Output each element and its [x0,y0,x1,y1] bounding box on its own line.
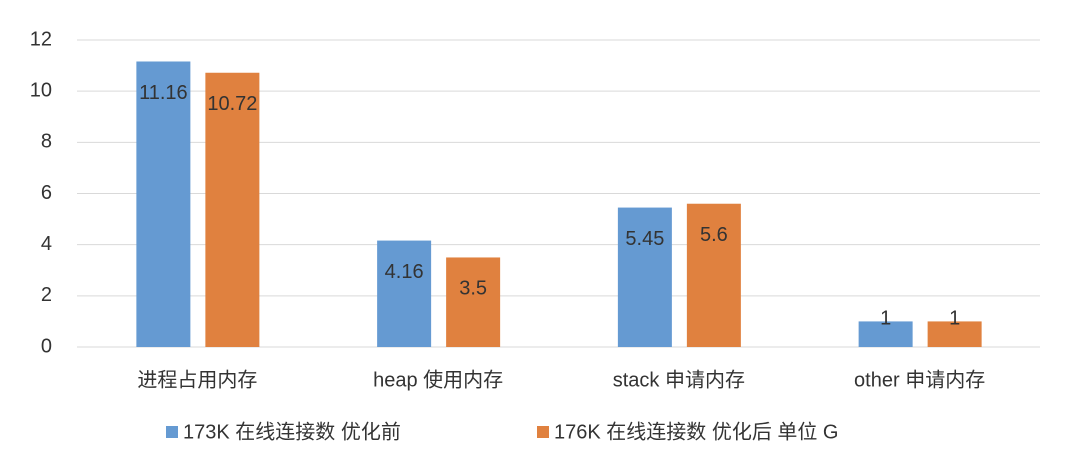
x-tick-label: 进程占用内存 [137,368,257,391]
bar [858,321,913,347]
bar [136,61,191,348]
bar [617,207,672,347]
x-tick-label: heap 使用内存 [373,368,503,391]
bar [686,203,741,347]
data-label: 10.72 [207,93,257,115]
y-tick-label: 12 [30,28,52,50]
data-label: 1 [949,308,960,330]
data-label: 1 [880,308,891,330]
bar [205,72,260,347]
x-tick-label: other 申请内存 [854,368,985,391]
bar [446,257,501,347]
bar [377,240,432,347]
data-label: 4.16 [385,261,424,283]
y-tick-label: 2 [41,284,52,306]
data-label: 5.6 [700,224,728,246]
legend-label: 176K 在线连接数 优化后 单位 G [554,420,839,443]
legend-swatch [537,426,549,438]
data-label: 11.16 [139,82,188,104]
x-tick-label: stack 申请内存 [613,368,745,391]
y-tick-label: 8 [41,131,52,153]
data-label: 3.5 [459,278,487,300]
y-tick-label: 6 [41,182,52,204]
legend-swatch [166,426,178,438]
data-label: 5.45 [625,228,664,250]
legend-label: 173K 在线连接数 优化前 [183,420,401,443]
y-tick-label: 10 [30,79,52,101]
y-tick-label: 4 [41,233,52,255]
y-tick-label: 0 [41,335,52,357]
bar [927,321,982,347]
